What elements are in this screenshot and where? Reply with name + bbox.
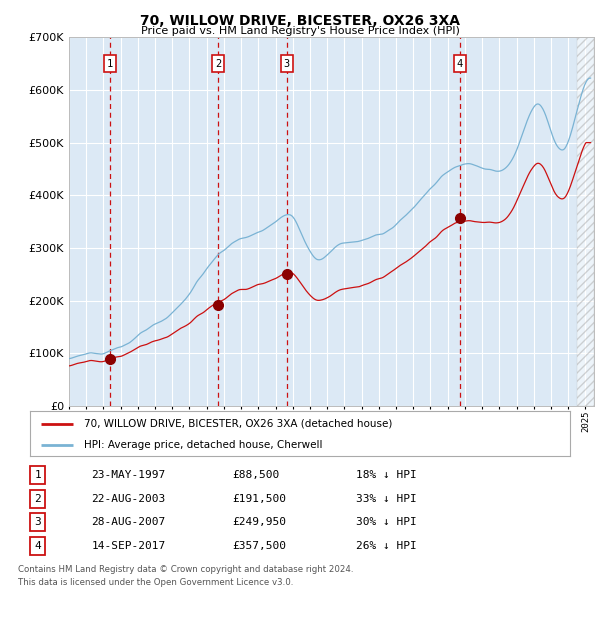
Text: £191,500: £191,500 <box>232 494 286 503</box>
Text: 23-MAY-1997: 23-MAY-1997 <box>91 470 166 480</box>
Text: 1: 1 <box>34 470 41 480</box>
Bar <box>577 37 594 406</box>
Text: 1: 1 <box>107 58 113 69</box>
Text: 70, WILLOW DRIVE, BICESTER, OX26 3XA (detached house): 70, WILLOW DRIVE, BICESTER, OX26 3XA (de… <box>84 418 392 428</box>
Text: HPI: Average price, detached house, Cherwell: HPI: Average price, detached house, Cher… <box>84 440 323 450</box>
Text: 3: 3 <box>34 517 41 527</box>
Text: 3: 3 <box>284 58 290 69</box>
Text: £88,500: £88,500 <box>232 470 280 480</box>
Text: 2: 2 <box>215 58 221 69</box>
Text: Price paid vs. HM Land Registry's House Price Index (HPI): Price paid vs. HM Land Registry's House … <box>140 26 460 36</box>
Text: 14-SEP-2017: 14-SEP-2017 <box>91 541 166 551</box>
Text: 4: 4 <box>457 58 463 69</box>
Text: £249,950: £249,950 <box>232 517 286 527</box>
Text: 26% ↓ HPI: 26% ↓ HPI <box>356 541 417 551</box>
Text: 30% ↓ HPI: 30% ↓ HPI <box>356 517 417 527</box>
Text: £357,500: £357,500 <box>232 541 286 551</box>
Text: 22-AUG-2003: 22-AUG-2003 <box>91 494 166 503</box>
Text: 33% ↓ HPI: 33% ↓ HPI <box>356 494 417 503</box>
Text: 28-AUG-2007: 28-AUG-2007 <box>91 517 166 527</box>
Text: 18% ↓ HPI: 18% ↓ HPI <box>356 470 417 480</box>
Text: 70, WILLOW DRIVE, BICESTER, OX26 3XA: 70, WILLOW DRIVE, BICESTER, OX26 3XA <box>140 14 460 28</box>
Text: 2: 2 <box>34 494 41 503</box>
Text: 4: 4 <box>34 541 41 551</box>
Text: This data is licensed under the Open Government Licence v3.0.: This data is licensed under the Open Gov… <box>18 578 293 587</box>
Text: Contains HM Land Registry data © Crown copyright and database right 2024.: Contains HM Land Registry data © Crown c… <box>18 565 353 575</box>
